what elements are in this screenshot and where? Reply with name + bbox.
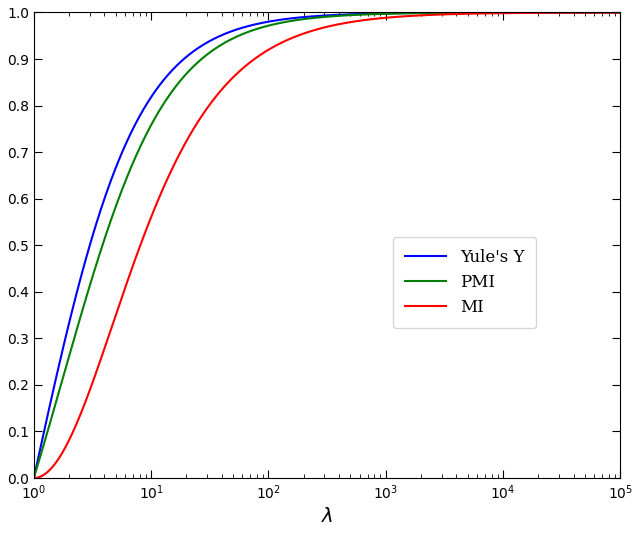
Line: PMI: PMI (34, 12, 620, 478)
PMI (616, 9, 624, 15)
Line: MI: MI (34, 13, 620, 478)
Yule's Y (97, 207, 104, 213)
Yule's Y (616, 9, 624, 15)
Yule's Y (255, 20, 262, 27)
MI (542, 10, 550, 16)
Yule's Y (605, 9, 612, 15)
PMI (97, 247, 104, 254)
MI (30, 475, 38, 481)
MI (605, 10, 612, 16)
Yule's Y (132, 120, 140, 127)
Yule's Y (542, 9, 550, 15)
Legend: Yule's Y, PMI, MI: Yule's Y, PMI, MI (393, 237, 536, 328)
MI (132, 255, 140, 262)
MI (255, 53, 262, 59)
X-axis label: λ: λ (321, 507, 333, 526)
PMI (605, 9, 612, 15)
PMI (30, 475, 38, 481)
PMI (132, 154, 140, 160)
PMI (255, 25, 262, 31)
MI (616, 10, 624, 16)
MI (97, 356, 104, 362)
Yule's Y (30, 475, 38, 481)
PMI (542, 9, 550, 15)
Yule's Y (280, 16, 288, 22)
Line: Yule's Y: Yule's Y (34, 12, 620, 478)
PMI (280, 19, 288, 26)
MI (280, 38, 288, 45)
